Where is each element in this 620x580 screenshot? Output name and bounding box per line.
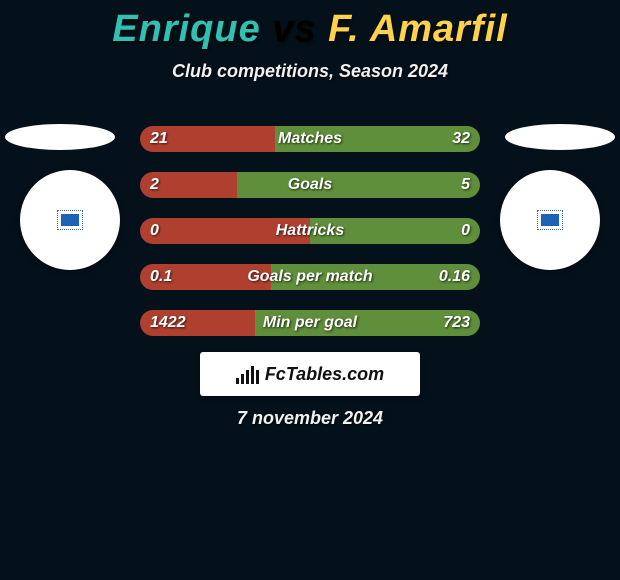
- player2-ellipse-icon: [505, 124, 615, 150]
- player2-flag-icon: [541, 214, 559, 226]
- brand-icon-bar: [251, 366, 254, 384]
- stats-comparison-chart: 2132Matches 25Goals 00Hattricks 0.10.16Goal…: [140, 126, 480, 356]
- stat-row: 1422723Min per goal: [140, 310, 480, 336]
- brand-icon-bar: [241, 374, 244, 384]
- stat-row: 0.10.16Goals per match: [140, 264, 480, 290]
- brand-icon-bar: [236, 378, 239, 384]
- player1-flag-icon: [61, 214, 79, 226]
- stat-label: Goals per match: [140, 264, 480, 290]
- player1-ellipse-icon: [5, 124, 115, 150]
- stat-row: 2132Matches: [140, 126, 480, 152]
- brand-icon-bar: [256, 370, 259, 384]
- stat-label: Matches: [140, 126, 480, 152]
- stat-label: Goals: [140, 172, 480, 198]
- player2-name: F. Amarfil: [328, 8, 508, 50]
- player2-avatar: [500, 170, 600, 270]
- brand-badge: FcTables.com: [200, 352, 420, 396]
- stat-label: Min per goal: [140, 310, 480, 336]
- subtitle: Club competitions, Season 2024: [0, 61, 620, 82]
- date-label: 7 november 2024: [0, 408, 620, 429]
- stat-row: 25Goals: [140, 172, 480, 198]
- vs-text: vs: [261, 8, 328, 50]
- player1-name: Enrique: [112, 8, 260, 50]
- brand-icon-bar: [246, 370, 249, 384]
- brand-chart-icon: [236, 364, 259, 384]
- stat-label: Hattricks: [140, 218, 480, 244]
- player1-avatar: [20, 170, 120, 270]
- stat-row: 00Hattricks: [140, 218, 480, 244]
- page-title: Enrique vs F. Amarfil: [0, 0, 620, 51]
- brand-text: FcTables.com: [265, 364, 384, 385]
